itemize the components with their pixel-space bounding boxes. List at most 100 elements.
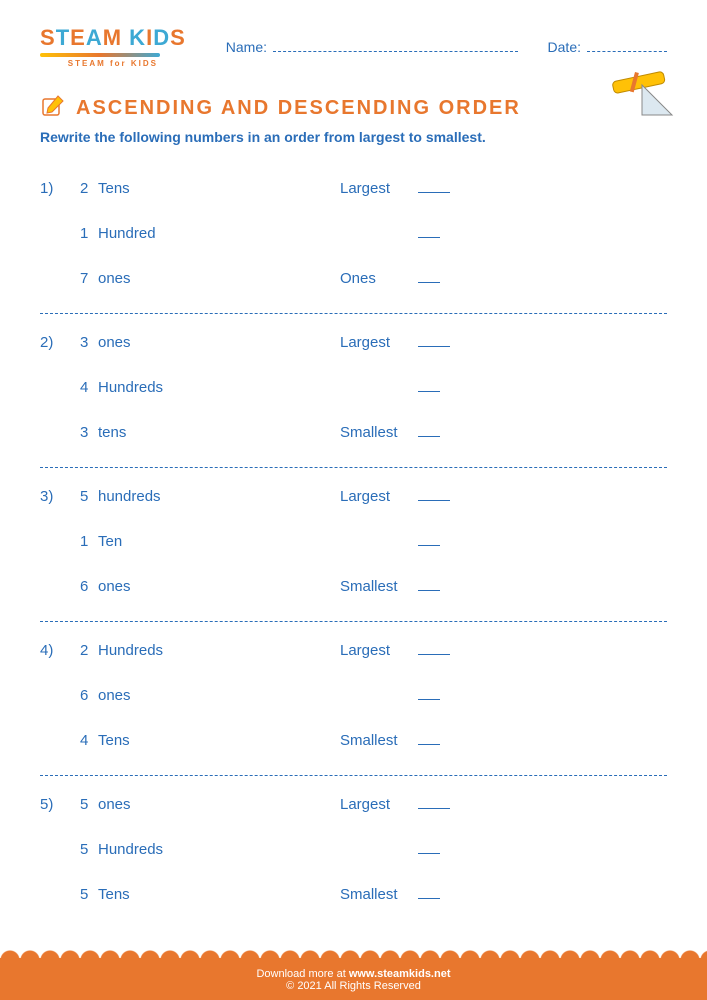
answer-label: Largest xyxy=(340,642,410,659)
title-row: ASCENDING AND DESCENDING ORDER xyxy=(0,78,707,129)
place-word: hundreds xyxy=(98,488,161,505)
digit: 5 xyxy=(80,488,92,505)
answer-area xyxy=(340,842,440,854)
answer-area: Largest xyxy=(340,642,450,659)
place-value-text: 5 hundreds xyxy=(80,488,340,505)
question-block: 3)5hundredsLargest1Ten6onesSmallest xyxy=(40,468,667,621)
logo-char: S xyxy=(170,25,186,50)
place-word: Hundreds xyxy=(98,642,163,659)
name-label: Name: xyxy=(226,39,267,55)
page-title: ASCENDING AND DESCENDING ORDER xyxy=(76,97,521,120)
place-value-text: 4 Hundreds xyxy=(80,379,340,396)
logo-char: M xyxy=(103,25,122,50)
digit: 5 xyxy=(80,796,92,813)
place-value-text: 5 ones xyxy=(80,796,340,813)
digit: 6 xyxy=(80,687,92,704)
place-value-text: 5Hundreds xyxy=(80,841,340,858)
footer-scallop-icon xyxy=(0,950,707,960)
digit: 3 xyxy=(80,334,92,351)
digit: 5 xyxy=(80,841,92,858)
footer-link[interactable]: www.steamkids.net xyxy=(349,968,451,980)
answer-area: Smallest xyxy=(340,424,440,441)
answer-area: Largest xyxy=(340,334,450,351)
date-label: Date: xyxy=(548,39,581,55)
logo-char: K xyxy=(129,25,146,50)
place-word: Hundred xyxy=(98,225,156,242)
place-value-text: 5Tens xyxy=(80,886,340,903)
digit: 1 xyxy=(80,225,92,242)
logo: STEAM KIDS STEAM for KIDS xyxy=(40,25,186,68)
place-value-text: 7 ones xyxy=(80,270,340,287)
place-value-text: 2Tens xyxy=(80,180,340,197)
answer-input-line[interactable] xyxy=(418,842,440,854)
logo-char: T xyxy=(56,25,70,50)
instruction-text: Rewrite the following numbers in an orde… xyxy=(0,129,707,160)
question-number: 3) xyxy=(40,488,80,505)
digit: 3 xyxy=(80,424,92,441)
question-row: 3 tens Smallest xyxy=(40,414,667,459)
digit: 7 xyxy=(80,270,92,287)
question-number: 1) xyxy=(40,180,80,197)
place-word: ones xyxy=(98,270,131,287)
answer-input-line[interactable] xyxy=(418,489,450,501)
footer-copyright: © 2021 All Rights Reserved xyxy=(0,980,707,992)
place-value-text: 6ones xyxy=(80,687,340,704)
header: STEAM KIDS STEAM for KIDS Name: Date: xyxy=(0,0,707,78)
digit: 4 xyxy=(80,732,92,749)
logo-char: S xyxy=(40,25,56,50)
place-word: ones xyxy=(98,796,131,813)
questions-container: 1)2TensLargest1Hundred7onesOnes2)3onesLa… xyxy=(0,160,707,929)
name-date-fields: Name: Date: xyxy=(226,38,667,55)
logo-underline-icon xyxy=(40,53,160,57)
answer-input-line[interactable] xyxy=(418,181,450,193)
answer-input-line[interactable] xyxy=(418,887,440,899)
answer-label: Largest xyxy=(340,796,410,813)
place-word: Tens xyxy=(98,180,130,197)
place-word: tens xyxy=(98,424,126,441)
name-input-line[interactable] xyxy=(273,38,518,52)
name-field[interactable]: Name: xyxy=(226,38,518,55)
place-word: Hundreds xyxy=(98,379,163,396)
place-value-text: 4Tens xyxy=(80,732,340,749)
answer-input-line[interactable] xyxy=(418,226,440,238)
answer-area: Smallest xyxy=(340,886,440,903)
answer-area: Largest xyxy=(340,180,450,197)
answer-area: Largest xyxy=(340,488,450,505)
date-input-line[interactable] xyxy=(587,38,667,52)
answer-input-line[interactable] xyxy=(418,335,450,347)
answer-input-line[interactable] xyxy=(418,425,440,437)
answer-label: Largest xyxy=(340,488,410,505)
answer-label: Smallest xyxy=(340,424,410,441)
answer-input-line[interactable] xyxy=(418,271,440,283)
question-row: 6onesSmallest xyxy=(40,568,667,613)
question-row: 2)3onesLargest xyxy=(40,324,667,369)
question-number: 2) xyxy=(40,334,80,351)
question-row: 5)5onesLargest xyxy=(40,786,667,831)
place-word: Tens xyxy=(98,886,130,903)
place-value-text: 6 ones xyxy=(80,578,340,595)
answer-label: Ones xyxy=(340,270,410,287)
place-value-text: 1 Hundred xyxy=(80,225,340,242)
place-word: Ten xyxy=(98,533,122,550)
answer-label: Largest xyxy=(340,180,410,197)
ruler-triangle-icon xyxy=(607,70,677,125)
answer-area: Largest xyxy=(340,796,450,813)
answer-input-line[interactable] xyxy=(418,534,440,546)
answer-input-line[interactable] xyxy=(418,579,440,591)
answer-area xyxy=(340,380,440,392)
question-row: 6ones xyxy=(40,677,667,722)
answer-area: Ones xyxy=(340,270,440,287)
answer-input-line[interactable] xyxy=(418,733,440,745)
place-word: ones xyxy=(98,578,131,595)
pencil-paper-icon xyxy=(40,93,66,124)
date-field[interactable]: Date: xyxy=(548,38,667,55)
answer-input-line[interactable] xyxy=(418,688,440,700)
question-row: 5Hundreds xyxy=(40,831,667,876)
logo-char: D xyxy=(153,25,170,50)
digit: 4 xyxy=(80,379,92,396)
answer-input-line[interactable] xyxy=(418,643,450,655)
digit: 6 xyxy=(80,578,92,595)
answer-input-line[interactable] xyxy=(418,380,440,392)
answer-input-line[interactable] xyxy=(418,797,450,809)
logo-subtitle: STEAM for KIDS xyxy=(40,59,186,68)
